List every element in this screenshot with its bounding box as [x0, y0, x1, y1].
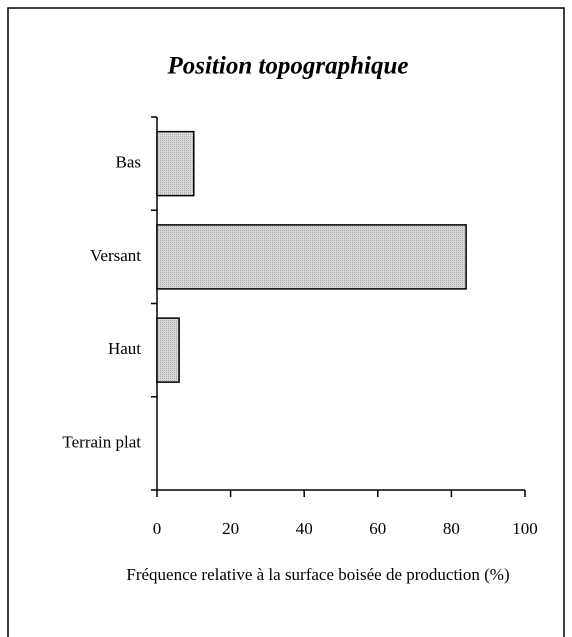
x-tick-label: 80	[443, 519, 460, 538]
y-tick-label: Bas	[116, 153, 142, 172]
bar	[156, 224, 467, 290]
y-tick-label: Versant	[90, 246, 141, 265]
x-tick-label: 20	[222, 519, 239, 538]
x-tick-label: 40	[296, 519, 313, 538]
x-axis-label: Fréquence relative à la surface boisée d…	[126, 565, 509, 584]
x-tick-label: 60	[369, 519, 386, 538]
bar	[156, 317, 180, 383]
x-tick-label: 0	[153, 519, 162, 538]
frame	[7, 7, 565, 637]
bar	[156, 130, 195, 197]
x-tick-label: 100	[512, 519, 538, 538]
y-tick-label: Haut	[108, 339, 141, 358]
chart-title: Position topographique	[166, 53, 408, 80]
y-tick-label: Terrain plat	[62, 432, 141, 451]
